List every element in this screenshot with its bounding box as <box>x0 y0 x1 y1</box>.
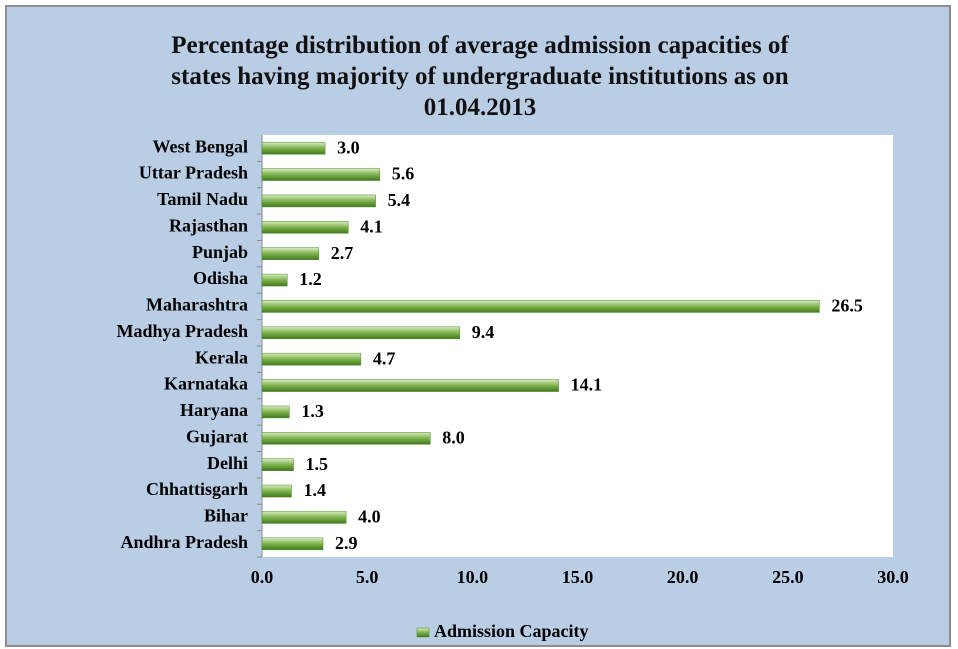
data-label: 4.1 <box>360 216 383 236</box>
chart-title: Percentage distribution of average admis… <box>171 32 789 121</box>
bar <box>261 168 381 181</box>
legend-label: Admission Capacity <box>434 621 589 641</box>
y-tick-label: West Bengal <box>152 136 248 156</box>
y-tick-label: Bihar <box>204 506 248 526</box>
data-label: 2.7 <box>331 243 354 263</box>
data-label: 1.2 <box>299 269 322 289</box>
y-tick-label: Tamil Nadu <box>157 189 248 209</box>
x-tick-label: 30.0 <box>877 567 909 587</box>
y-tick-label: Andhra Pradesh <box>120 532 248 552</box>
y-tick-label: Chhattisgarh <box>146 479 248 499</box>
x-tick-label: 20.0 <box>667 567 699 587</box>
data-label: 4.7 <box>373 348 396 368</box>
bar <box>261 405 290 419</box>
data-label: 26.5 <box>831 296 863 316</box>
y-tick-label: Kerala <box>195 347 248 367</box>
x-tick-label: 0.0 <box>251 567 274 587</box>
data-label: 9.4 <box>472 322 495 342</box>
bar <box>261 484 292 498</box>
bar <box>261 458 294 471</box>
y-tick-label: Punjab <box>192 242 248 262</box>
bar <box>261 247 320 260</box>
bar <box>261 432 431 445</box>
bar <box>261 273 288 287</box>
y-tick-label: Uttar Pradesh <box>139 163 248 183</box>
data-label: 5.4 <box>388 190 411 210</box>
y-tick-label: Karnataka <box>164 374 248 394</box>
x-tick-label: 5.0 <box>356 567 379 587</box>
bar <box>261 300 820 313</box>
y-tick-label: Gujarat <box>186 426 248 446</box>
y-tick-label: Odisha <box>193 268 248 288</box>
bar <box>261 511 347 524</box>
data-label: 1.5 <box>306 454 329 474</box>
x-tick-label: 10.0 <box>457 567 489 587</box>
bar <box>261 194 376 208</box>
data-label: 2.9 <box>335 533 358 553</box>
x-tick-label: 25.0 <box>772 567 804 587</box>
bar <box>261 326 460 340</box>
bar <box>261 141 326 155</box>
data-label: 8.0 <box>442 427 465 447</box>
x-tick-label: 15.0 <box>562 567 594 587</box>
bar <box>261 379 559 392</box>
data-label: 1.3 <box>301 401 324 421</box>
y-tick-label: Maharashtra <box>146 295 248 315</box>
bar <box>261 221 349 234</box>
bar <box>261 352 362 366</box>
y-tick-label: Madhya Pradesh <box>116 321 248 341</box>
bar <box>261 537 324 551</box>
y-tick-label: Rajasthan <box>169 215 248 235</box>
y-tick-label: Haryana <box>180 400 248 420</box>
data-label: 14.1 <box>571 375 603 395</box>
data-label: 3.0 <box>337 137 360 157</box>
data-label: 1.4 <box>303 480 326 500</box>
data-label: 4.0 <box>358 507 381 527</box>
legend-swatch <box>416 627 430 638</box>
data-label: 5.6 <box>392 164 415 184</box>
y-tick-label: Delhi <box>207 453 248 473</box>
